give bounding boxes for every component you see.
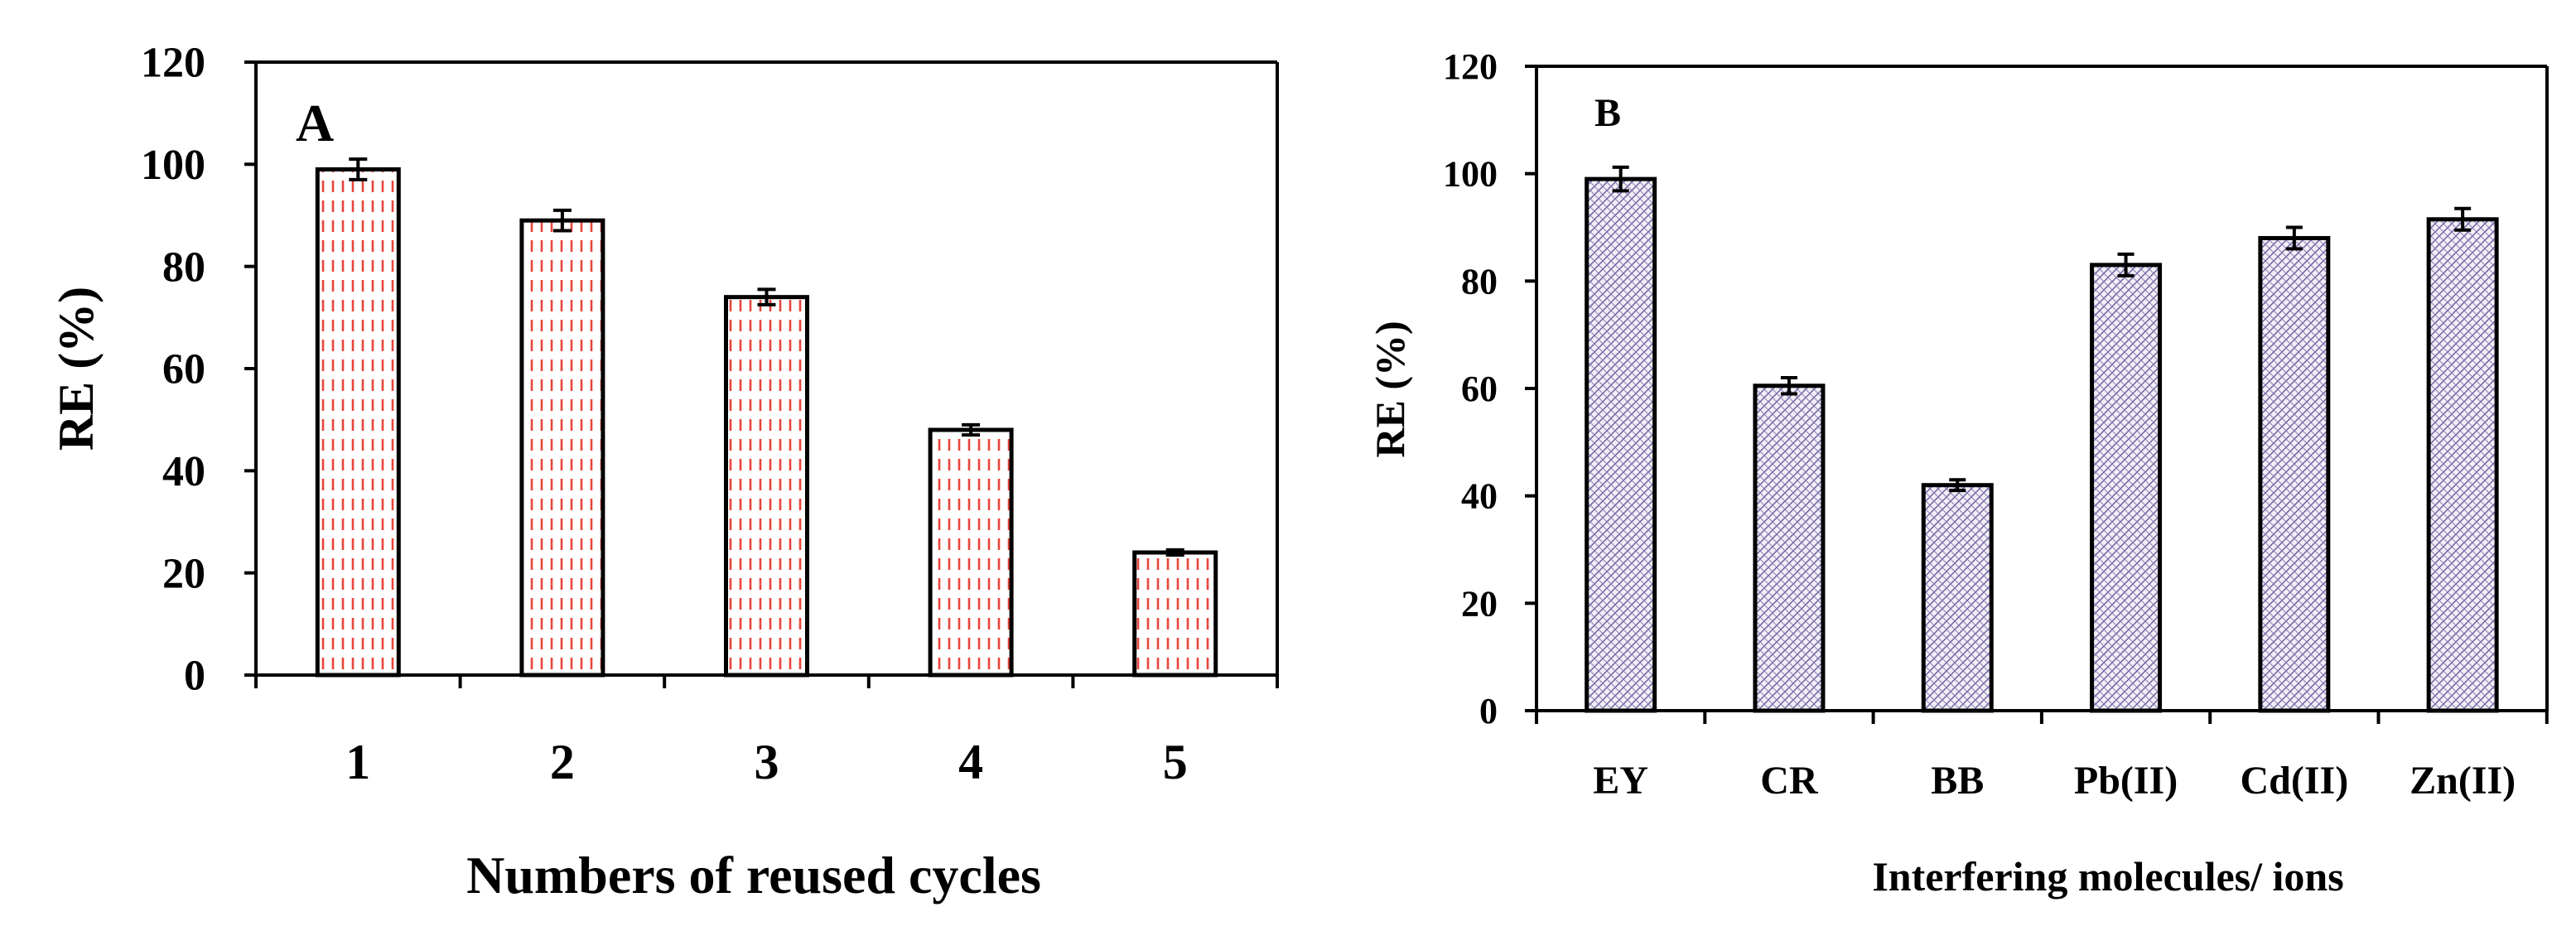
- panel-b-y-tick-label: 80: [1461, 261, 1498, 301]
- panel-b-x-tick-label: Zn(II): [2410, 759, 2516, 803]
- panel-a-y-tick-label: 80: [162, 244, 205, 291]
- panel-a-x-tick-label: 5: [1163, 735, 1188, 789]
- panel-b-bar: [1753, 383, 1826, 713]
- panel-a-y-tick-label: 40: [162, 448, 205, 495]
- panel-a-bar: [724, 295, 809, 678]
- panel-b-y-tick-label: 100: [1443, 154, 1498, 195]
- panel-a-x-tick-label: 1: [345, 735, 370, 789]
- panel-b-y-tick-label: 0: [1479, 691, 1498, 731]
- panel-a-letter: A: [296, 94, 334, 152]
- panel-b-bar: [2258, 235, 2331, 713]
- panel-b-y-tick-label: 120: [1443, 46, 1498, 87]
- panel-a-x-axis-title: Numbers of reused cycles: [466, 846, 1041, 904]
- panel-b-y-axis-title: RE (%): [1367, 321, 1413, 457]
- panel-b-x-axis-title: Interfering molecules/ ions: [1872, 853, 2343, 900]
- panel-a-y-tick-label: 60: [162, 346, 205, 393]
- panel-b-bar: [1585, 176, 1657, 713]
- panel-a-y-tick-label: 120: [141, 40, 205, 87]
- panel-b-y-tick-label: 60: [1461, 369, 1498, 409]
- panel-b-x-tick-label: EY: [1593, 759, 1648, 803]
- panel-a-bar: [1132, 550, 1218, 678]
- panel-a-y-tick-label: 0: [184, 653, 205, 700]
- panel-b-x-tick-label: CR: [1760, 759, 1819, 803]
- panel-b-bar: [2426, 217, 2499, 713]
- panel-b-x-tick-label: BB: [1931, 759, 1984, 803]
- panel-a-x-tick-label: 3: [755, 735, 779, 789]
- panel-a: 0 20 40 60 80 100 120 1 2 3 4 5 A RE (%) Numbers o…: [49, 40, 1279, 904]
- panel-b-y-tick-label: 40: [1461, 476, 1498, 517]
- panel-a-x-tick-label: 2: [550, 735, 575, 789]
- panel-a-bar: [315, 167, 401, 678]
- panel-a-bar: [928, 427, 1014, 678]
- panel-b: 0 20 40 60 80 100 120 EY CR BB Pb(II) Cd(II) Zn(II)…: [1367, 46, 2549, 900]
- panel-b-bar: [1921, 483, 1994, 713]
- panel-a-bar: [519, 218, 605, 678]
- panel-b-y-tick-label: 20: [1461, 583, 1498, 624]
- panel-a-y-tick-label: 100: [141, 142, 205, 189]
- panel-a-y-tick-label: 20: [162, 550, 205, 597]
- panel-a-x-tick-label: 4: [958, 735, 983, 789]
- panel-b-x-tick-label: Pb(II): [2074, 759, 2178, 803]
- panel-b-bar: [2090, 263, 2163, 713]
- panel-a-y-axis-title: RE (%): [49, 287, 104, 451]
- panel-b-x-tick-label: Cd(II): [2241, 759, 2349, 803]
- panel-b-letter: B: [1594, 91, 1621, 135]
